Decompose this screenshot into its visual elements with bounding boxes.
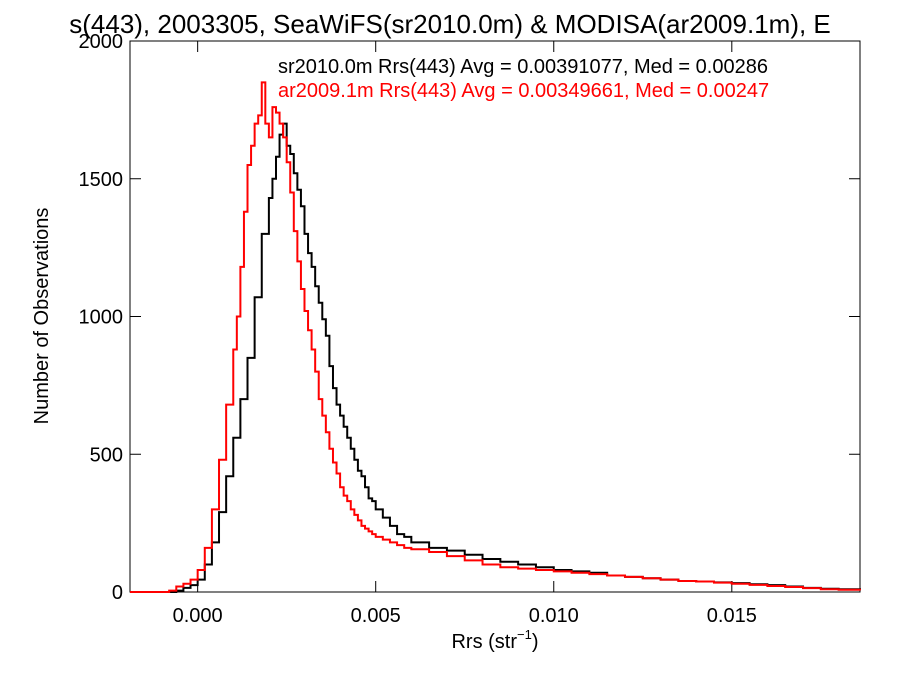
y-tick-label: 1500 <box>79 169 124 191</box>
x-axis-label-main: Rrs (str <box>451 631 517 653</box>
series-ar2009.1m-line <box>130 81 861 593</box>
axes: 0.000 0.005 0.010 0.015 0 500 1000 1500 2000 <box>79 31 860 627</box>
x-tick-label: 0.005 <box>351 605 401 627</box>
x-tick-label: 0.015 <box>707 605 757 627</box>
series-layer <box>130 81 861 593</box>
y-tick-label: 500 <box>90 444 123 466</box>
y-tick-label: 1000 <box>79 307 124 329</box>
legend-entry-ar2009: ar2009.1m Rrs(443) Avg = 0.00349661, Med… <box>278 80 769 102</box>
x-axis-label-sup: −1 <box>517 627 532 642</box>
y-tick-label: 0 <box>112 582 123 604</box>
x-axis-label-close: ) <box>532 631 539 653</box>
x-axis-label: Rrs (str−1) <box>451 627 538 653</box>
y-axis-label: Number of Observations <box>31 208 53 425</box>
legend-entry-sr2010: sr2010.0m Rrs(443) Avg = 0.00391077, Med… <box>278 56 768 78</box>
y-tick-label: 2000 <box>79 31 124 53</box>
x-tick-label: 0.010 <box>529 605 579 627</box>
chart-title: s(443), 2003305, SeaWiFS(sr2010.0m) & MO… <box>69 9 831 39</box>
series-sr2010.0m-line <box>130 122 861 593</box>
x-tick-label: 0.000 <box>173 605 223 627</box>
